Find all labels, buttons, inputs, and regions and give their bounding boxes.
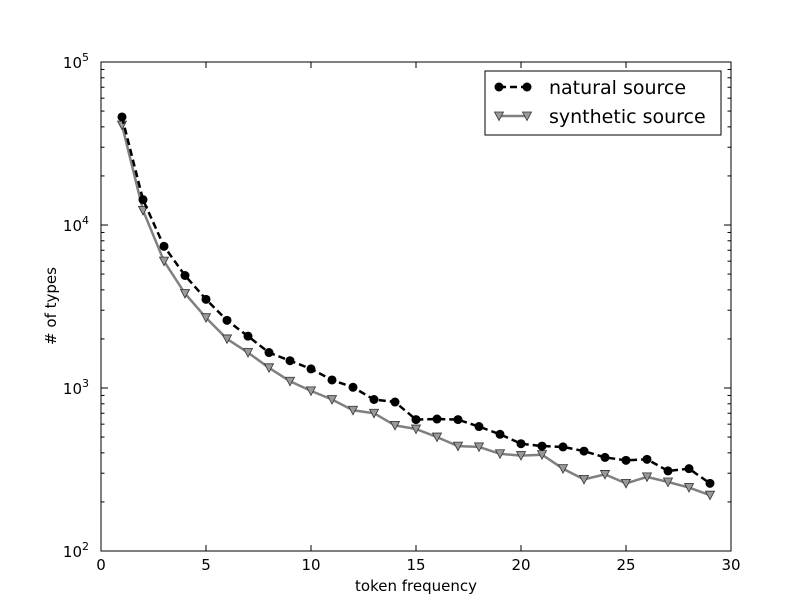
x-tick-label: 30 [721, 556, 740, 574]
y-tick-label: 102 [63, 540, 89, 561]
data-point-synthetic-source [557, 464, 569, 475]
data-point-synthetic-source [536, 450, 548, 461]
data-point-synthetic-source [242, 348, 254, 358]
data-point-natural-source [306, 364, 316, 374]
data-point-synthetic-source [368, 408, 380, 419]
data-point-synthetic-source [389, 420, 401, 431]
data-point-synthetic-source [347, 405, 359, 416]
data-point-natural-source [432, 414, 442, 424]
data-point-synthetic-source [620, 478, 632, 489]
data-point-natural-source [285, 356, 295, 366]
data-point-synthetic-source [683, 483, 695, 493]
data-point-natural-source [621, 455, 631, 465]
data-point-natural-source [579, 446, 589, 456]
legend: natural source synthetic source [484, 70, 722, 136]
data-point-natural-source [117, 112, 127, 122]
y-tick-label: 104 [63, 214, 89, 235]
data-point-natural-source [705, 478, 715, 488]
data-point-synthetic-source [284, 376, 296, 387]
y-axis-title: # of types [42, 267, 60, 345]
data-point-natural-source [201, 294, 211, 304]
legend-label-synthetic-source: synthetic source [549, 106, 706, 128]
data-point-natural-source [222, 315, 232, 325]
data-point-natural-source [495, 429, 505, 439]
data-point-natural-source [537, 441, 547, 451]
legend-marker-natural-source [494, 82, 504, 92]
data-point-natural-source [180, 270, 190, 280]
legend-marker-natural-source [522, 82, 532, 92]
data-point-synthetic-source [263, 363, 275, 374]
data-point-synthetic-source [305, 386, 317, 397]
x-tick-label: 0 [96, 556, 106, 574]
data-point-natural-source [327, 375, 337, 385]
legend-marker-synthetic-source [521, 111, 533, 122]
data-point-synthetic-source [704, 490, 716, 501]
legend-marker-synthetic-source [493, 111, 505, 122]
data-point-natural-source [348, 382, 358, 392]
data-point-synthetic-source [599, 470, 611, 480]
data-point-natural-source [264, 348, 274, 358]
data-point-natural-source [474, 422, 484, 432]
x-tick-label: 20 [511, 556, 530, 574]
data-point-synthetic-source [158, 256, 170, 267]
data-point-synthetic-source [137, 205, 149, 216]
x-tick-label: 25 [616, 556, 635, 574]
legend-label-natural-source: natural source [549, 77, 686, 99]
data-point-synthetic-source [200, 313, 212, 324]
y-tick-label: 103 [63, 377, 89, 398]
legend-box [484, 70, 722, 136]
data-point-natural-source [516, 439, 526, 449]
data-point-natural-source [411, 415, 421, 425]
data-point-natural-source [684, 464, 694, 474]
data-point-natural-source [138, 195, 148, 205]
data-point-natural-source [663, 466, 673, 476]
data-point-natural-source [159, 241, 169, 251]
data-point-natural-source [243, 331, 253, 341]
x-tick-label: 10 [301, 556, 320, 574]
series-line-natural-source [120, 116, 711, 485]
x-tick-label: 15 [406, 556, 425, 574]
data-point-synthetic-source [515, 451, 527, 461]
data-point-synthetic-source [578, 474, 590, 485]
data-point-synthetic-source [641, 472, 653, 483]
data-point-synthetic-source [431, 432, 443, 443]
data-point-synthetic-source [494, 449, 506, 460]
data-point-natural-source [453, 415, 463, 425]
series-line-synthetic-source [120, 124, 711, 497]
plot-marks [116, 112, 716, 501]
data-point-synthetic-source [326, 395, 338, 405]
data-point-synthetic-source [662, 477, 674, 488]
data-point-natural-source [642, 454, 652, 464]
data-point-natural-source [369, 395, 379, 405]
x-axis-title: token frequency [355, 577, 477, 595]
data-point-synthetic-source [452, 441, 464, 452]
y-tick-label: 105 [63, 51, 89, 72]
data-point-natural-source [390, 397, 400, 407]
data-point-natural-source [558, 442, 568, 452]
data-point-synthetic-source [473, 442, 485, 453]
axis-ticks: 0 5 10 15 20 25 30 102 103 104 105 [63, 51, 741, 574]
data-point-synthetic-source [410, 424, 422, 435]
data-point-synthetic-source [221, 334, 233, 345]
x-tick-label: 5 [201, 556, 211, 574]
data-point-synthetic-source [179, 289, 191, 299]
data-point-natural-source [600, 452, 610, 462]
